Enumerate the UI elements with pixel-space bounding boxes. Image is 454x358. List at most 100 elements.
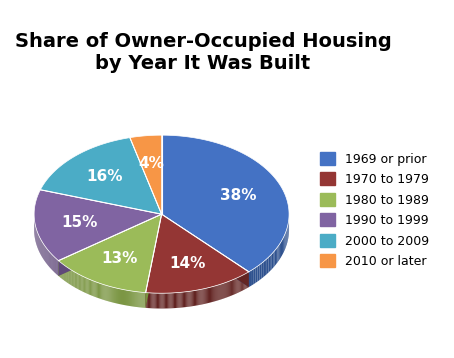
Polygon shape [186,292,188,307]
Polygon shape [91,280,92,296]
Polygon shape [61,263,62,279]
Polygon shape [241,276,242,291]
Polygon shape [228,281,229,297]
Polygon shape [78,274,79,289]
Polygon shape [137,292,138,307]
Polygon shape [211,287,212,302]
Polygon shape [284,234,285,252]
Polygon shape [120,289,121,304]
Polygon shape [123,290,124,305]
Polygon shape [71,270,72,286]
Polygon shape [119,289,120,304]
Polygon shape [82,276,83,291]
Polygon shape [184,292,185,307]
Polygon shape [238,277,239,292]
Polygon shape [213,286,214,302]
Polygon shape [220,284,221,300]
Polygon shape [237,277,238,293]
Polygon shape [273,251,275,267]
Polygon shape [52,255,53,271]
Polygon shape [160,293,162,309]
Polygon shape [174,293,175,308]
Polygon shape [114,287,115,303]
Polygon shape [243,275,244,290]
Polygon shape [77,273,78,289]
Polygon shape [146,214,249,293]
Polygon shape [249,271,251,287]
Polygon shape [181,292,182,308]
Polygon shape [155,293,156,309]
Polygon shape [143,292,144,308]
Legend: 1969 or prior, 1970 to 1979, 1980 to 1989, 1990 to 1999, 2000 to 2009, 2010 or l: 1969 or prior, 1970 to 1979, 1980 to 198… [315,147,434,273]
Polygon shape [92,280,93,296]
Polygon shape [223,283,224,299]
Polygon shape [285,233,286,250]
Polygon shape [76,273,77,289]
Polygon shape [175,293,176,308]
Polygon shape [84,277,85,292]
Polygon shape [103,284,104,300]
Text: 14%: 14% [169,256,205,271]
Polygon shape [245,274,246,289]
Polygon shape [70,269,71,285]
Polygon shape [142,292,143,308]
Polygon shape [169,293,171,308]
Polygon shape [74,272,75,287]
Polygon shape [159,293,160,309]
Polygon shape [106,285,108,301]
Polygon shape [253,268,255,284]
Polygon shape [93,281,94,296]
Polygon shape [128,290,129,306]
Polygon shape [116,288,117,304]
Polygon shape [191,291,192,306]
Polygon shape [179,292,181,308]
Polygon shape [126,290,127,306]
Polygon shape [251,269,253,286]
Polygon shape [54,257,55,273]
Polygon shape [275,249,276,266]
Polygon shape [64,265,65,281]
Polygon shape [117,288,118,304]
Polygon shape [72,271,73,286]
Polygon shape [59,261,60,277]
Polygon shape [277,246,279,262]
Polygon shape [164,293,165,309]
Polygon shape [95,282,96,297]
Polygon shape [131,291,132,306]
Polygon shape [224,283,225,298]
Polygon shape [197,290,198,305]
Polygon shape [276,247,277,264]
Polygon shape [66,267,67,282]
Polygon shape [67,267,68,283]
Polygon shape [138,292,139,307]
Polygon shape [65,266,66,281]
Polygon shape [88,279,89,294]
Polygon shape [102,284,103,300]
Polygon shape [79,275,80,290]
Polygon shape [62,264,63,280]
Polygon shape [183,292,184,308]
Text: 38%: 38% [220,188,257,203]
Polygon shape [212,286,213,302]
Polygon shape [90,280,91,295]
Polygon shape [99,283,100,299]
Polygon shape [59,214,162,292]
Polygon shape [63,264,64,280]
Polygon shape [46,248,47,264]
Polygon shape [51,254,52,270]
Polygon shape [272,252,273,269]
Polygon shape [195,290,196,306]
Polygon shape [270,254,272,271]
Polygon shape [112,287,113,303]
Polygon shape [248,272,249,287]
Polygon shape [198,290,199,305]
Polygon shape [110,286,111,302]
Polygon shape [115,288,116,303]
Polygon shape [150,293,151,308]
Polygon shape [136,292,137,307]
Polygon shape [242,275,243,291]
Polygon shape [133,291,134,307]
Polygon shape [215,286,216,301]
Polygon shape [59,214,162,276]
Polygon shape [86,278,87,294]
